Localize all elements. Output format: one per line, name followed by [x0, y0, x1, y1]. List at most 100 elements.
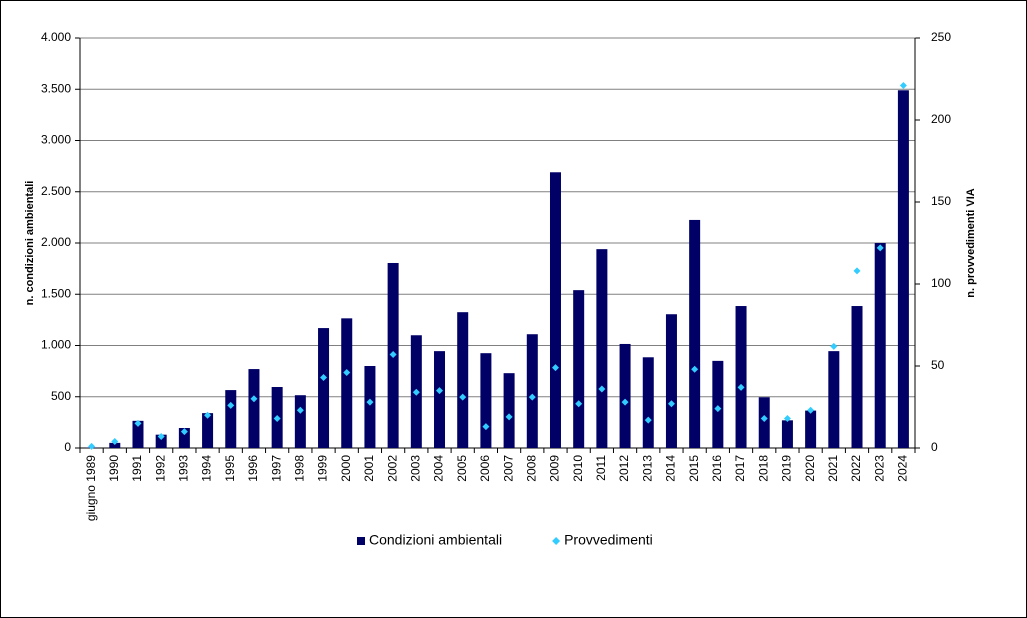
- x-tick-label: 1993: [177, 455, 191, 482]
- legend-label: Condizioni ambientali: [369, 532, 502, 548]
- marker: [296, 406, 304, 414]
- bar: [874, 243, 886, 448]
- marker: [134, 419, 142, 427]
- bar: [665, 314, 677, 448]
- bar: [202, 413, 214, 448]
- y-tick-label: 500: [51, 389, 71, 403]
- marker: [528, 393, 536, 401]
- bar: [758, 397, 770, 448]
- marker: [737, 383, 745, 391]
- bar: [619, 343, 631, 448]
- marker: [899, 82, 907, 90]
- y-tick-label: 3.500: [41, 81, 71, 95]
- y2-tick-label: 0: [931, 440, 938, 454]
- marker: [180, 428, 188, 436]
- bar: [642, 357, 654, 448]
- marker: [876, 244, 884, 252]
- bar: [596, 249, 608, 448]
- marker: [667, 400, 675, 408]
- marker: [598, 385, 606, 393]
- bar: [573, 290, 585, 448]
- x-tick-label: 1998: [293, 455, 307, 482]
- x-tick-label: 1999: [316, 455, 330, 482]
- bar: [341, 318, 353, 448]
- x-tick-label: 2007: [501, 455, 515, 482]
- bar: [828, 351, 840, 448]
- y2-tick-label: 150: [931, 194, 951, 208]
- marker: [389, 351, 397, 359]
- y-tick-label: 2.000: [41, 235, 71, 249]
- x-tick-label: 2000: [339, 455, 353, 482]
- marker: [760, 414, 768, 422]
- y2-axis-title: n. provvedimenti VIA: [965, 188, 977, 297]
- bar: [480, 353, 492, 448]
- x-tick-label: 2012: [617, 455, 631, 482]
- x-tick-label: 2024: [896, 455, 910, 482]
- x-tick-label: 2022: [849, 455, 863, 482]
- x-tick-label: 2006: [478, 455, 492, 482]
- marker: [714, 405, 722, 413]
- y-axis-title: n. condizioni ambientali: [24, 181, 36, 306]
- x-tick-label: 2013: [640, 455, 654, 482]
- bar: [294, 395, 306, 448]
- x-tick-label: 1994: [200, 455, 214, 482]
- marker: [343, 369, 351, 377]
- marker: [621, 398, 629, 406]
- x-tick-label: giugno 1989: [84, 455, 98, 521]
- y-tick-label: 1.500: [41, 286, 71, 300]
- x-tick-label: 2018: [756, 455, 770, 482]
- legend-swatch: [552, 537, 561, 545]
- marker: [320, 373, 328, 381]
- marker: [436, 387, 444, 395]
- x-tick-label: 1992: [153, 455, 167, 482]
- marker: [853, 267, 861, 275]
- y-tick-label: 1.000: [41, 338, 71, 352]
- bar: [897, 90, 909, 449]
- x-tick-label: 2004: [432, 455, 446, 482]
- bar: [318, 328, 330, 448]
- marker: [482, 423, 490, 431]
- x-tick-label: 2017: [733, 455, 747, 482]
- bar: [851, 306, 863, 448]
- marker: [459, 393, 467, 401]
- bar: [735, 306, 747, 448]
- x-tick-label: 2002: [385, 455, 399, 482]
- bar: [689, 219, 701, 448]
- x-tick-label: 2023: [872, 455, 886, 482]
- bar: [132, 420, 144, 448]
- bar: [364, 366, 376, 448]
- x-tick-label: 2003: [408, 455, 422, 482]
- x-tick-label: 1995: [223, 455, 237, 482]
- bar: [248, 369, 260, 448]
- bar: [712, 360, 724, 448]
- x-tick-label: 2015: [687, 455, 701, 482]
- y-tick-label: 3.000: [41, 133, 71, 147]
- bar: [178, 428, 190, 448]
- y2-tick-label: 100: [931, 276, 951, 290]
- marker: [273, 414, 281, 422]
- x-tick-label: 2005: [455, 455, 469, 482]
- bar: [155, 434, 167, 448]
- x-tick-label: 2009: [548, 455, 562, 482]
- x-tick-label: 1990: [107, 455, 121, 482]
- bar: [503, 373, 515, 448]
- x-tick-label: 2010: [571, 455, 585, 482]
- marker: [111, 437, 119, 445]
- x-tick-label: 2021: [826, 455, 840, 482]
- x-tick-label: 2011: [594, 455, 608, 481]
- marker: [250, 395, 258, 403]
- x-tick-label: 2008: [524, 455, 538, 482]
- bar: [434, 351, 446, 448]
- marker: [88, 442, 96, 450]
- marker: [807, 406, 815, 414]
- y-tick-label: 4.000: [41, 30, 71, 44]
- marker: [204, 411, 212, 419]
- x-tick-label: 2019: [780, 455, 794, 482]
- marker: [366, 398, 374, 406]
- bar: [549, 172, 561, 448]
- marker: [412, 388, 420, 396]
- bar: [526, 334, 538, 448]
